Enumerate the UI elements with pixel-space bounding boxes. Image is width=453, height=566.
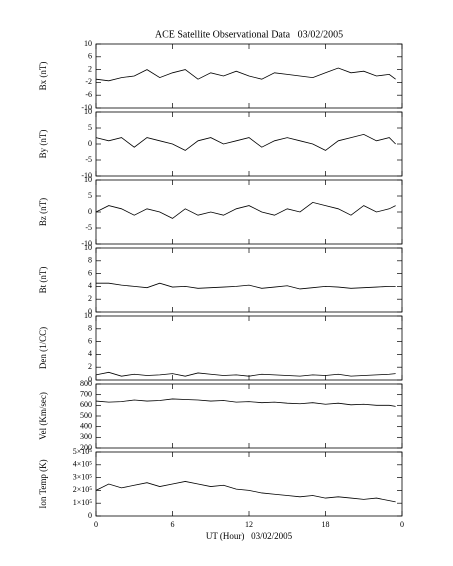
y-tick-label: 500 — [80, 411, 92, 420]
y-tick-label: -5 — [85, 155, 92, 164]
y-tick-label: -10 — [81, 171, 92, 180]
x-tick-label: 0 — [400, 520, 404, 529]
y-axis-label: Ion Temp (K) — [38, 459, 48, 508]
y-tick-label: 0 — [88, 511, 92, 520]
y-tick-label: -10 — [81, 103, 92, 112]
panel-frame — [95, 315, 403, 381]
panel-frame — [95, 179, 403, 245]
data-line — [95, 67, 396, 82]
y-tick-label: 5 — [88, 123, 92, 132]
y-tick-label: 1×10⁵ — [73, 498, 93, 507]
y-tick-label: 0 — [88, 139, 92, 148]
y-tick-label: 6 — [88, 52, 92, 61]
y-axis-label: Bt (nT) — [38, 267, 48, 294]
y-tick-label: 10 — [84, 243, 92, 252]
data-line — [96, 282, 396, 290]
x-tick-label: 18 — [322, 520, 330, 529]
y-tick-label: 800 — [80, 379, 92, 388]
x-axis-label: UT (Hour) 03/02/2005 — [206, 531, 293, 541]
y-axis-label: Bz (nT) — [38, 198, 48, 226]
data-line — [95, 133, 396, 151]
y-tick-label: 4×10⁵ — [73, 460, 93, 469]
chart-title: ACE Satellite Observational Data 03/02/2… — [155, 29, 343, 40]
y-tick-label: -2 — [85, 77, 92, 86]
y-tick-label: 8 — [88, 256, 92, 265]
x-tick-label: 12 — [245, 520, 253, 529]
y-tick-label: -10 — [81, 239, 92, 248]
y-tick-label: 6 — [88, 268, 92, 277]
y-tick-label: 4 — [88, 349, 92, 358]
data-line — [95, 398, 396, 407]
y-tick-label: 200 — [80, 443, 92, 452]
y-tick-label: 10 — [84, 107, 92, 116]
y-tick-label: 700 — [80, 389, 92, 398]
y-tick-label: 5×10⁵ — [73, 447, 93, 456]
y-tick-label: -6 — [85, 90, 92, 99]
data-line — [95, 481, 396, 503]
y-tick-label: 2 — [88, 362, 92, 371]
y-tick-label: 10 — [84, 175, 92, 184]
y-tick-label: 5 — [88, 191, 92, 200]
y-tick-label: 4 — [88, 281, 92, 290]
y-tick-label: -5 — [85, 223, 92, 232]
x-tick-label: 0 — [94, 520, 98, 529]
y-tick-label: 2 — [88, 64, 92, 73]
y-tick-label: 2 — [88, 294, 92, 303]
y-tick-label: 3×10⁵ — [73, 472, 93, 481]
y-axis-label: By (nT) — [38, 130, 48, 159]
y-tick-label: 10 — [84, 39, 92, 48]
data-line — [95, 371, 396, 377]
y-tick-label: 0 — [88, 307, 92, 316]
panel-frame — [95, 247, 403, 313]
y-axis-label: Vel (Km/sec) — [38, 392, 48, 440]
x-tick-label: 6 — [171, 520, 175, 529]
data-line — [95, 201, 396, 219]
panel-frame — [95, 111, 403, 177]
y-axis-label: Den (1/CC) — [38, 327, 48, 369]
y-tick-label: 300 — [80, 432, 92, 441]
y-tick-label: 10 — [84, 311, 92, 320]
y-tick-label: 400 — [80, 421, 92, 430]
y-tick-label: 0 — [88, 207, 92, 216]
panel-frame — [95, 383, 403, 449]
y-tick-label: 0 — [88, 375, 92, 384]
y-tick-label: 2×10⁵ — [73, 485, 93, 494]
y-tick-label: 600 — [80, 400, 92, 409]
y-tick-label: 6 — [88, 336, 92, 345]
y-tick-label: 8 — [88, 324, 92, 333]
y-axis-label: Bx (nT) — [38, 62, 48, 91]
